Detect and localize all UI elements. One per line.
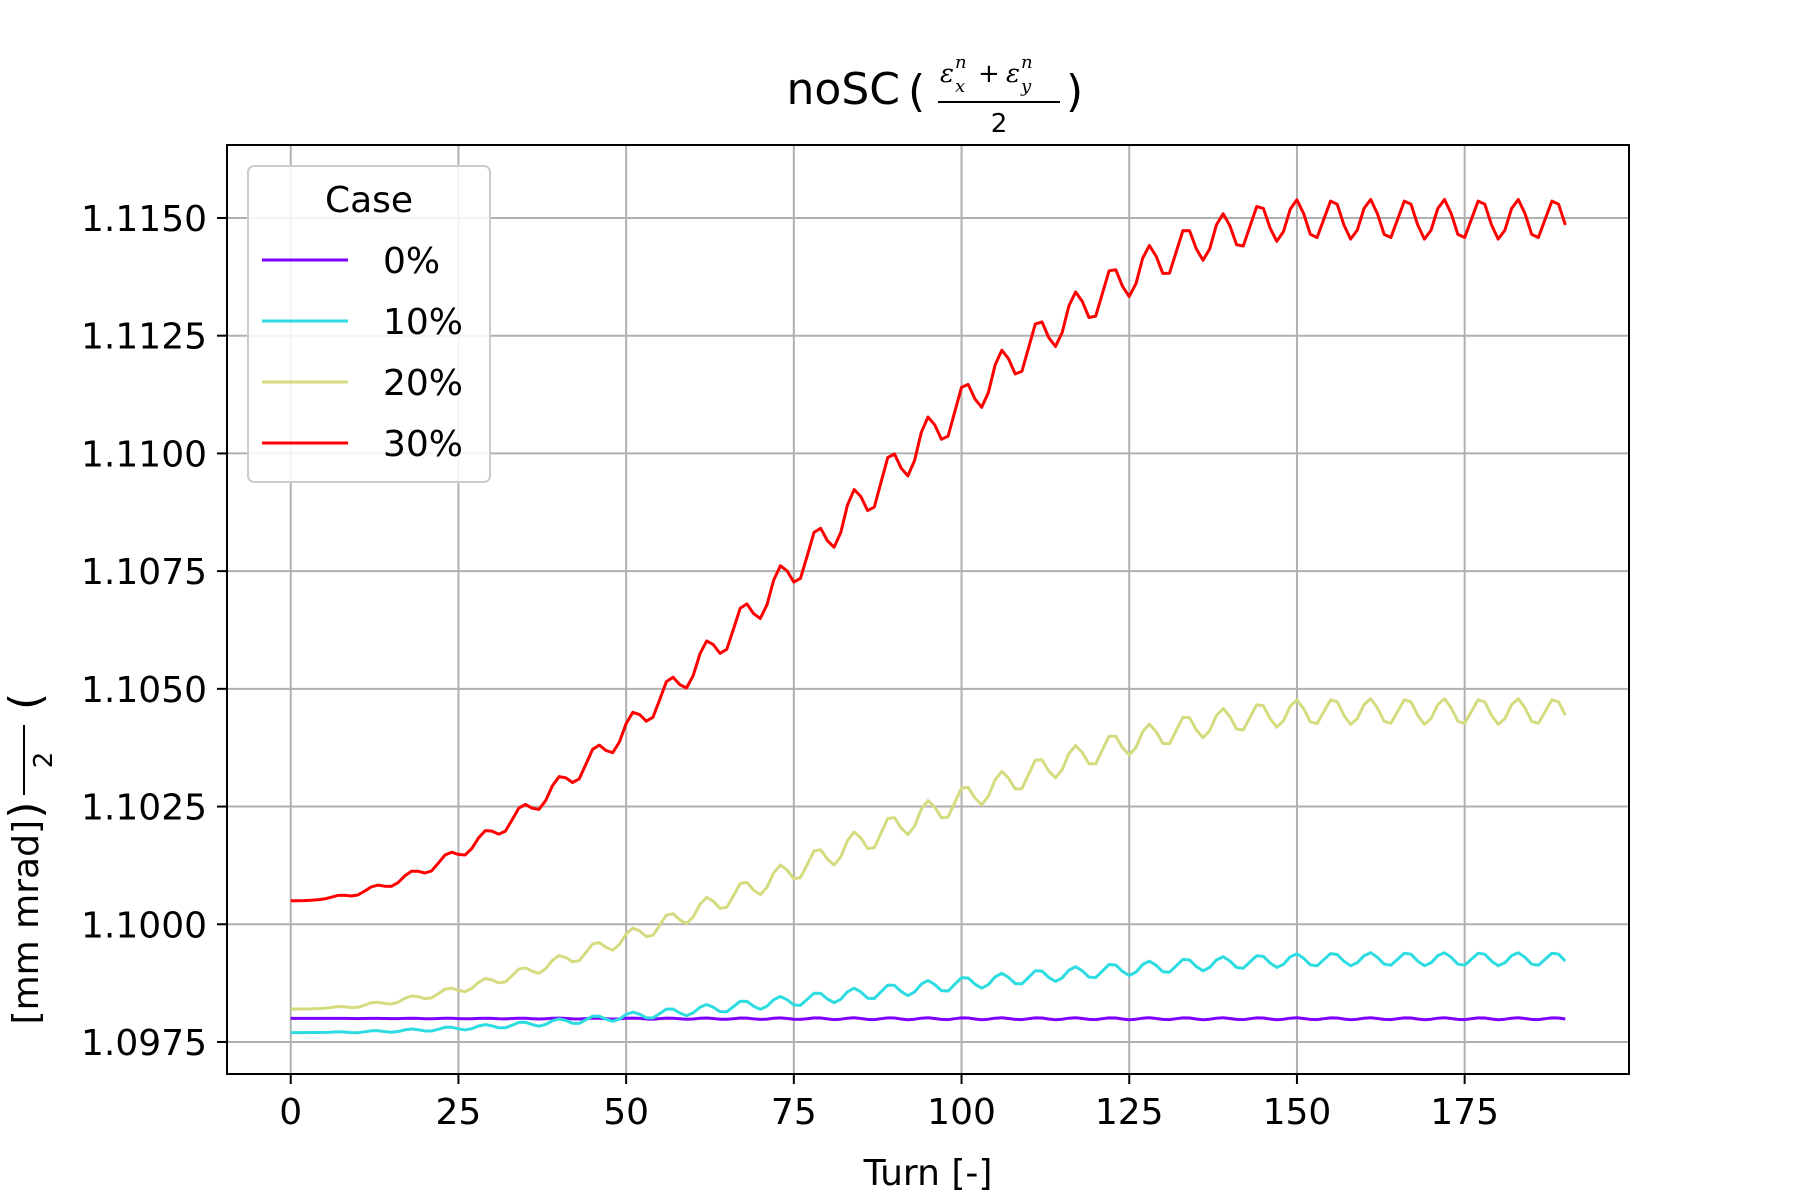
- y-tick-label: 1.1075: [81, 552, 207, 593]
- y-tick-label: 1.1000: [81, 905, 207, 946]
- title-prefix: noSC: [787, 64, 900, 115]
- ylabel-denominator: 2: [29, 752, 59, 769]
- title-eps-x: ε: [940, 59, 954, 89]
- x-tick-label: 125: [1095, 1092, 1164, 1133]
- legend: Case 0% 10% 20% 30%: [247, 165, 491, 483]
- ylabel-close-paren: ): [0, 801, 51, 818]
- y-axis-label: ) 2 ( [mm mrad]: [0, 693, 59, 1025]
- series-lines: [290, 198, 1567, 1035]
- x-tick-label: 0: [279, 1092, 302, 1133]
- chart-title: noSC ( ε n x + ε n y 2 ): [787, 52, 1084, 139]
- legend-entries: 0% 10% 20% 30%: [262, 241, 463, 465]
- title-close-paren: ): [1066, 66, 1083, 117]
- x-axis-label: Turn [-]: [863, 1153, 993, 1194]
- legend-title: Case: [325, 180, 413, 221]
- title-sup-n-x: n: [955, 52, 967, 73]
- x-tick-label: 25: [436, 1092, 482, 1133]
- y-tick-label: 1.1125: [81, 317, 207, 358]
- y-axis-ticks: 1.0975 1.1000 1.1025 1.1050 1.1075 1.1100 1.11…: [81, 199, 227, 1064]
- series-line-1: [290, 951, 1567, 1035]
- legend-label: 10%: [383, 302, 463, 343]
- title-sub-y: y: [1020, 76, 1032, 97]
- legend-label: 0%: [383, 241, 440, 282]
- title-open-paren: (: [908, 66, 925, 117]
- ylabel-unit: [mm mrad]: [6, 820, 47, 1024]
- x-tick-label: 50: [603, 1092, 649, 1133]
- y-tick-label: 1.1025: [81, 788, 207, 829]
- x-axis-ticks: 0 25 50 75 100 125 150 175: [279, 1074, 1499, 1133]
- y-tick-label: 1.1100: [81, 434, 207, 475]
- title-denominator: 2: [991, 109, 1008, 139]
- series-line-0: [290, 1016, 1566, 1022]
- legend-label: 20%: [383, 363, 463, 404]
- y-tick-label: 1.0975: [81, 1023, 207, 1064]
- x-tick-label: 100: [927, 1092, 996, 1133]
- title-eps-y: ε: [1006, 59, 1020, 89]
- series-line-3: [290, 198, 1567, 903]
- title-sup-n-y: n: [1021, 52, 1033, 73]
- legend-label: 30%: [383, 424, 463, 465]
- plot-frame: [226, 144, 1630, 1075]
- x-tick-label: 150: [1263, 1092, 1332, 1133]
- y-tick-label: 1.1150: [81, 199, 207, 240]
- title-plus: +: [978, 59, 1000, 89]
- ylabel-open-paren: (: [0, 693, 51, 710]
- y-tick-label: 1.1050: [81, 670, 207, 711]
- series-line-2: [290, 697, 1567, 1011]
- x-tick-label: 75: [771, 1092, 817, 1133]
- title-sub-x: x: [955, 76, 965, 97]
- x-tick-label: 175: [1430, 1092, 1499, 1133]
- legend-box: [247, 165, 491, 483]
